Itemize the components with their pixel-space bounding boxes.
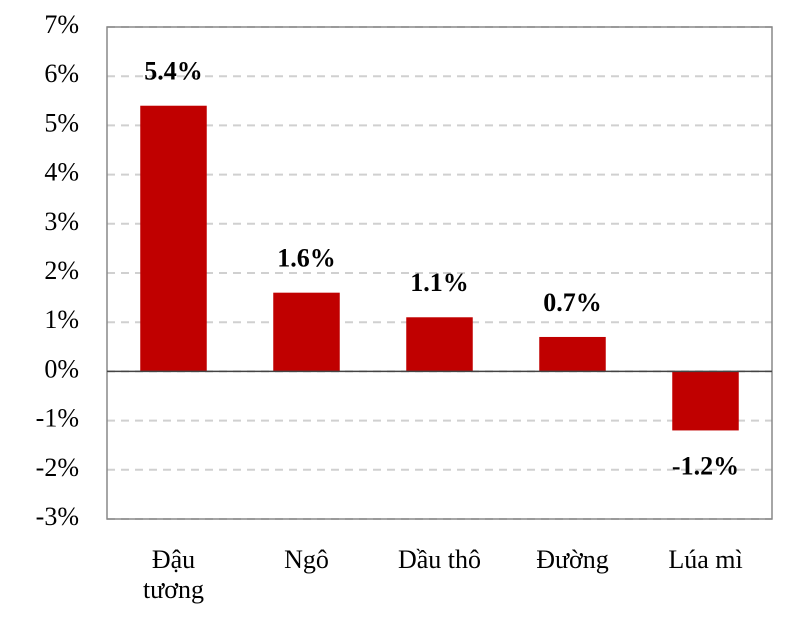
- bar: [140, 105, 207, 372]
- plot-border: [106, 26, 773, 520]
- y-tick-label: -1%: [36, 404, 79, 433]
- y-tick-label: 2%: [44, 256, 79, 285]
- x-tick-label: Ngô: [284, 545, 329, 574]
- bar: [273, 292, 340, 372]
- bar: [406, 317, 473, 372]
- data-label: 1.1%: [410, 268, 469, 297]
- y-tick-label: -3%: [36, 502, 79, 531]
- data-label: 0.7%: [543, 288, 602, 317]
- bar: [672, 371, 739, 431]
- x-tick-label: Đường: [536, 545, 609, 574]
- data-label: -1.2%: [672, 451, 739, 480]
- y-tick-label: 5%: [44, 108, 79, 137]
- x-tick-label: Dầu thô: [397, 545, 482, 574]
- x-tick-label: Lúa mì: [668, 545, 743, 574]
- y-tick-label: -2%: [36, 453, 79, 482]
- y-tick-label: 1%: [44, 305, 79, 334]
- x-tick-label: Đậu tương: [142, 545, 205, 604]
- y-tick-label: 6%: [44, 59, 79, 88]
- data-label: 5.4%: [144, 57, 203, 86]
- y-tick-label: 7%: [44, 10, 79, 39]
- data-label: 1.6%: [277, 244, 336, 273]
- y-tick-label: 0%: [44, 354, 79, 383]
- y-tick-label: 3%: [44, 207, 79, 236]
- bar: [539, 336, 606, 372]
- y-tick-label: 4%: [44, 158, 79, 187]
